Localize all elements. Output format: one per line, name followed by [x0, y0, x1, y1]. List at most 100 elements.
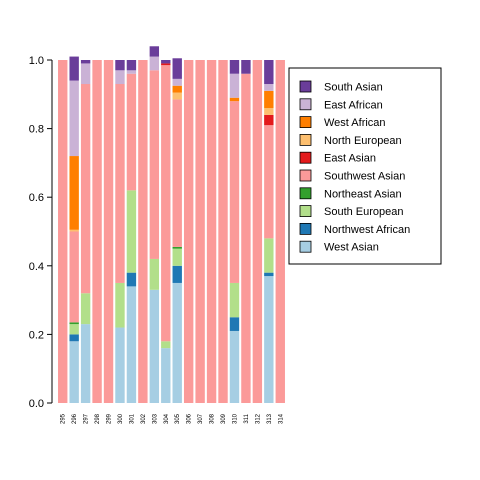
bar-segment-296-northeast-asian [69, 322, 79, 325]
bar-segment-305-south-european [172, 248, 182, 266]
bar-segment-302-southwest-asian [138, 60, 148, 403]
x-tick-label: 297 [84, 413, 90, 424]
legend-box [288, 67, 442, 265]
bar-segment-297-west-asian [80, 324, 91, 403]
bar-segment-305-east-african [172, 78, 182, 86]
legend-swatch [299, 187, 312, 200]
bar-segment-295-southwest-asian [58, 60, 68, 403]
bar-segment-297-east-african [80, 63, 91, 85]
bar-segment-305-south-asian [172, 58, 182, 79]
x-tick-label: 314 [278, 413, 284, 424]
x-tick-label: 300 [118, 413, 124, 424]
legend-swatch [299, 151, 312, 164]
bar-segment-296-east-african [69, 80, 79, 157]
legend: South Asian East African West African North… [288, 67, 442, 265]
legend-entry-label: West African [324, 117, 386, 129]
legend-entry-label: East Asian [324, 153, 376, 165]
legend-entry-label: Southwest Asian [324, 171, 405, 183]
bar-segment-303-southwest-asian [149, 70, 160, 259]
bar-segment-300-west-asian [115, 327, 125, 403]
bar-segment-300-east-african [115, 70, 125, 85]
bar-segment-301-west-asian [126, 286, 137, 403]
legend-swatch [299, 205, 312, 218]
bar-segment-310-east-african [229, 73, 240, 98]
x-tick-label: 303 [152, 413, 158, 424]
bar-segment-310-west-african [229, 97, 240, 102]
bar-segment-306-southwest-asian [183, 60, 194, 403]
bar-segment-296-north-european [69, 229, 79, 232]
bar-segment-301-east-african [126, 70, 137, 74]
y-axis: 0.0 0.2 0.4 0.6 0.8 1.0 [29, 55, 53, 410]
legend-entry-label: South Asian [324, 82, 383, 94]
bar-segment-301-south-asian [126, 60, 137, 71]
bar-segment-310-southwest-asian [229, 101, 240, 283]
bar-segment-307-southwest-asian [195, 60, 205, 403]
bar-segment-296-south-asian [69, 56, 79, 81]
x-tick-label: 309 [221, 413, 227, 424]
bar-segment-296-south-european [69, 324, 79, 335]
bar-segment-296-northwest-african [69, 334, 79, 342]
bar-segment-311-southwest-asian [241, 73, 251, 403]
bar-segment-305-northwest-african [172, 265, 182, 283]
bar-segment-313-west-asian [264, 276, 274, 403]
legend-entry-label: North European [324, 135, 402, 147]
bar-segment-304-east-asian [161, 63, 171, 66]
legend-swatch [299, 240, 312, 253]
bar-segment-301-northwest-african [126, 272, 137, 287]
legend-entry-label: Northwest African [324, 224, 410, 236]
legend-swatch [299, 222, 312, 235]
bar-segment-297-south-european [80, 293, 91, 325]
x-tick-label: 299 [107, 413, 113, 424]
bar-segment-313-southwest-asian [264, 125, 274, 239]
y-tick-label: 0.8 [29, 124, 44, 136]
y-tick-label: 0.4 [29, 261, 44, 273]
bar-segment-303-west-asian [149, 289, 160, 403]
bar-segment-304-south-asian [161, 60, 171, 64]
x-tick-label: 312 [255, 413, 261, 424]
bar-segment-310-west-asian [229, 330, 240, 403]
bar-segment-299-southwest-asian [103, 60, 114, 403]
bar-segment-305-northeast-asian [172, 246, 182, 249]
bar-segment-313-south-european [264, 238, 274, 273]
y-tick-label: 0.2 [29, 329, 44, 341]
bar-segment-303-south-european [149, 258, 160, 290]
x-tick-label: 295 [61, 413, 67, 424]
y-tick-label: 1.0 [29, 55, 44, 67]
legend-entry-label: West Asian [324, 242, 379, 254]
bar-segment-297-southwest-asian [80, 84, 91, 294]
bars-group [58, 46, 285, 403]
x-tick-label: 304 [164, 413, 170, 424]
legend-entry-label: Northeast Asian [324, 188, 402, 200]
legend-entry-label: South European [324, 206, 404, 218]
bar-segment-305-west-asian [172, 282, 182, 403]
x-tick-label: 296 [72, 413, 78, 424]
bar-segment-304-south-european [161, 341, 171, 349]
x-tick-label: 308 [210, 413, 216, 424]
legend-swatch [299, 116, 312, 128]
y-tick-label: 0.6 [29, 192, 44, 204]
bar-segment-309-southwest-asian [218, 60, 228, 403]
x-tick-label: 306 [187, 413, 193, 424]
bar-segment-303-south-asian [149, 46, 160, 57]
x-tick-label: 298 [95, 413, 101, 424]
legend-swatch [299, 133, 312, 146]
legend-swatch [299, 98, 312, 111]
bar-segment-304-southwest-asian [161, 65, 171, 342]
bar-segment-300-south-asian [115, 60, 125, 71]
bar-segment-296-southwest-asian [69, 231, 79, 323]
bar-segment-310-south-asian [229, 60, 240, 74]
bar-segment-310-northwest-african [229, 317, 240, 331]
bar-segment-304-west-asian [161, 348, 171, 403]
bar-segment-297-south-asian [80, 60, 91, 64]
bar-segment-312-southwest-asian [252, 60, 263, 403]
bar-segment-301-southwest-asian [126, 73, 137, 191]
bar-segment-305-southwest-asian [172, 99, 182, 247]
bar-segment-301-south-european [126, 190, 137, 273]
x-tick-label: 311 [244, 413, 250, 423]
bar-segment-300-south-european [115, 282, 125, 328]
bar-segment-313-west-african [264, 90, 274, 109]
legend-entry-label: East African [324, 99, 383, 111]
bar-segment-300-southwest-asian [115, 84, 125, 283]
x-tick-label: 302 [141, 413, 147, 424]
